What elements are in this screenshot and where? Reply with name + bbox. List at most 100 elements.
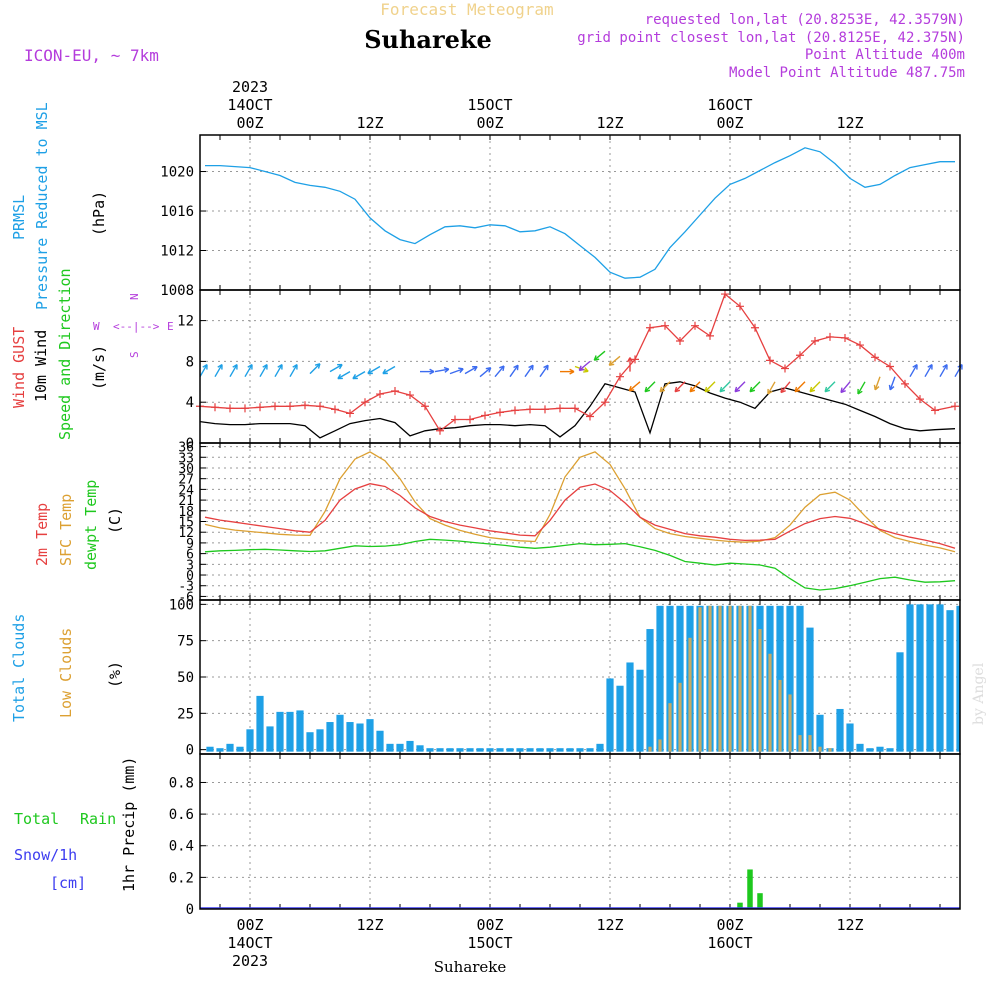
pressure-tick-label: 1008 [160,283,194,299]
total-cloud-bar [566,748,574,752]
top-hour-label: 00Z [236,114,263,132]
wind-arrow-head [628,385,635,392]
temp-tick-label: 6 [186,548,194,563]
temp-tick-label: 12 [178,526,194,541]
temp-tick-label: 24 [178,483,194,498]
wind-direction-arrow [479,367,492,378]
top-year-label: 2023 [232,78,268,96]
wind-direction-arrow [494,365,505,378]
low-cloud-bar [688,637,692,752]
low-cloud-bar [828,748,832,752]
total-cloud-bar [376,730,384,752]
bottom-day-label: 16OCT [707,934,752,952]
wind-direction-arrow [857,381,866,395]
pressure-panel: 1008 1012 1016 1020 [160,135,960,299]
gust-marker [406,391,414,400]
wind-arrow-head [485,367,492,373]
top-time-axis: 00Z 12Z 00Z 12Z 00Z 12Z 14OCT 15OCT 16OCT 2023 [227,78,863,132]
total-cloud-bar [266,726,274,752]
wind-arrow-head [824,386,831,393]
low-cloud-bar [798,735,802,752]
wind-direction-arrow [780,381,791,393]
gust-marker [676,337,684,345]
total-cloud-bar [576,748,584,752]
wind-direction-arrow [352,370,366,380]
total-cloud-bar [426,748,434,752]
wind-arrow-head [626,357,634,363]
wind-direction-arrow [794,381,806,393]
gust-marker [271,402,279,411]
wind-direction-arrow [874,376,881,391]
wind-direction-arrow [704,381,716,393]
pressure-tick-label: 1016 [160,204,194,220]
total-cloud-bar [356,723,364,752]
clouds-tick-label: 0 [186,743,194,759]
wind-arrow-head [513,364,519,371]
temp-side-labels: 2m Temp SFC Temp dewpt Temp (C) [33,480,124,570]
wind-direction-arrow [689,381,701,393]
precip-side-labels: Total Rain Snow/1h [cm] 1hr Precip (mm) [14,757,138,892]
wind-arrow-head [528,364,534,371]
wind-direction-arrow [199,364,208,378]
gust-marker [226,404,234,413]
gust-marker [346,409,354,418]
gust-marker [376,390,384,399]
wind-arrow-head [337,363,343,370]
dewpt-temp-line [204,538,956,591]
total-cloud-bar [856,743,864,752]
top-hour-label: 12Z [836,114,863,132]
sfc-temp-line [204,451,956,553]
gust-marker [556,404,564,413]
low-cloud-bar [678,682,682,752]
wind-arrow-head [472,365,478,372]
wind-arrow-head [704,386,711,393]
wind-direction-arrow [382,365,396,375]
wind-arrow-head [569,368,575,375]
wind-panel: 0 4 8 12 [177,290,963,452]
pressure-frame [199,134,961,291]
wind-arrow-head [794,386,801,393]
temp-tick-label: -6 [178,590,194,605]
wind-direction-arrow [289,364,298,378]
wind-direction-arrow [509,364,519,378]
requested-coords: requested lon,lat (20.8253E, 42.3579N) [645,12,965,28]
temp-tick-label: 27 [178,473,194,488]
total-cloud-bar [916,604,924,752]
gust-marker [856,341,864,350]
gust-marker [871,353,879,362]
gust-marker [301,401,309,410]
gust-marker [391,386,399,395]
temp-2m-label: 2m Temp [33,503,51,566]
compass-center: <--|--> [113,320,160,333]
wind-gust-label: Wind GUST [10,327,28,408]
pressure-unit: (hPa) [90,191,108,236]
total-cloud-bar [866,748,874,752]
total-cloud-bar [516,748,524,752]
wind-arrow-head [644,386,651,393]
total-label: Total [14,810,59,828]
point-altitude: Point Altitude 400m [805,47,965,63]
location-title: Suhareke [364,25,492,54]
total-cloud-bar [606,678,614,752]
wind-arrow-head [543,364,549,371]
total-cloud-bar [236,746,244,752]
gust-marker [361,398,369,407]
wind-direction-arrow [954,364,963,378]
total-cloud-bar [276,711,284,752]
gust-marker [826,332,834,341]
wind-arrow-head [583,367,589,373]
bottom-day-label: 15OCT [467,934,512,952]
wind-direction-arrow [924,364,933,378]
wind-direction-arrow [244,364,253,378]
total-cloud-bar [816,714,824,752]
gust-marker [316,402,324,411]
total-cloud-bar [246,729,254,752]
wind-arrow-head [749,386,756,393]
low-cloud-bar [738,605,742,752]
wind-direction-arrow [909,364,918,378]
gust-marker [766,356,774,365]
low-cloud-bar [748,605,752,752]
